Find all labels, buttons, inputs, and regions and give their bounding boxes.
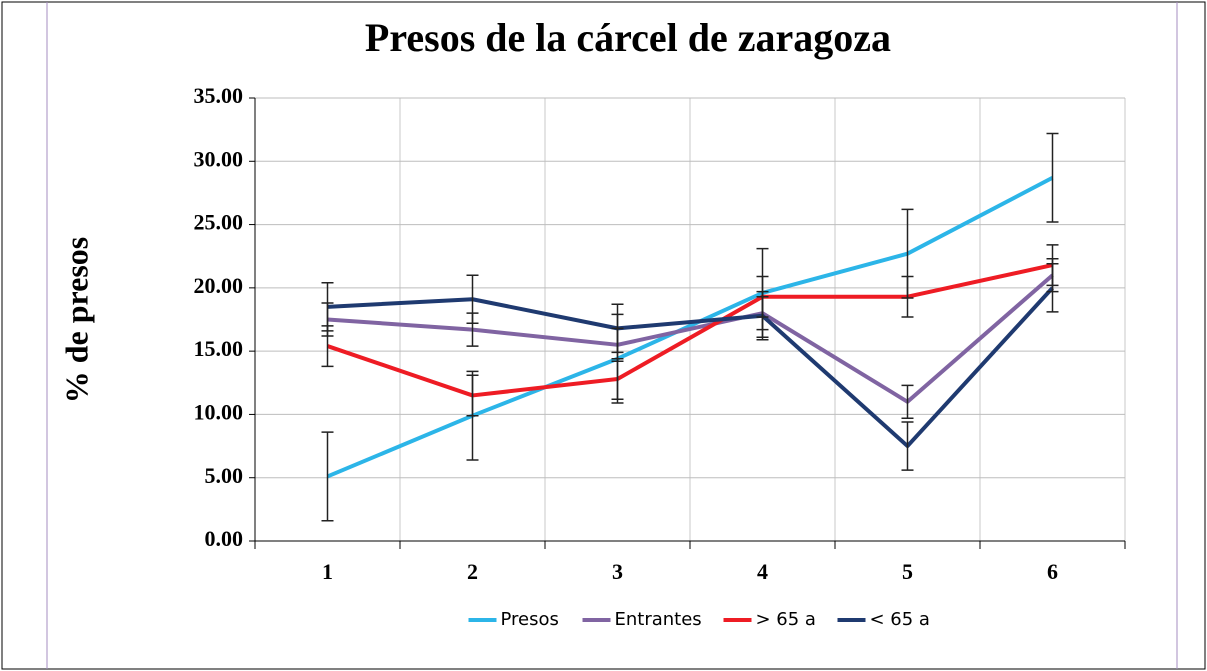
y-axis-label: % de presos xyxy=(58,237,94,404)
x-tick-label: 5 xyxy=(902,559,913,584)
error-bar xyxy=(901,275,914,318)
y-tick-label: 35.00 xyxy=(194,83,244,108)
error-bar xyxy=(321,282,334,332)
error-bar xyxy=(611,303,624,354)
series-line xyxy=(326,263,1053,398)
error-bar xyxy=(756,290,769,341)
series-line xyxy=(327,273,1054,404)
legend-label: > 65 a xyxy=(756,609,816,630)
error-bar xyxy=(466,274,479,325)
error-bar xyxy=(466,374,479,417)
legend-label: Presos xyxy=(501,609,559,630)
y-tick-label: 15.00 xyxy=(194,336,244,361)
legend-label: Entrantes xyxy=(615,609,702,630)
y-tick-label: 25.00 xyxy=(194,210,244,235)
y-tick-label: 30.00 xyxy=(194,146,244,171)
series-line xyxy=(326,175,1054,479)
x-tick-label: 2 xyxy=(467,559,478,584)
error-bar xyxy=(1046,132,1059,223)
series-line xyxy=(327,286,1054,449)
x-tick-label: 3 xyxy=(612,559,623,584)
legend-label: < 65 a xyxy=(870,609,930,630)
x-tick-label: 4 xyxy=(757,559,768,584)
y-tick-label: 10.00 xyxy=(194,399,244,424)
error-bar xyxy=(901,421,914,471)
x-tick-label: 1 xyxy=(322,559,333,584)
y-tick-label: 0.00 xyxy=(205,526,244,551)
y-tick-label: 20.00 xyxy=(194,273,244,298)
error-bar xyxy=(901,384,914,419)
error-bar xyxy=(1046,263,1059,313)
error-bar xyxy=(611,357,624,400)
y-tick-label: 5.00 xyxy=(205,463,244,488)
chart-title: Presos de la cárcel de zaragoza xyxy=(365,15,891,60)
x-tick-label: 6 xyxy=(1047,559,1058,584)
error-bar xyxy=(321,431,334,522)
